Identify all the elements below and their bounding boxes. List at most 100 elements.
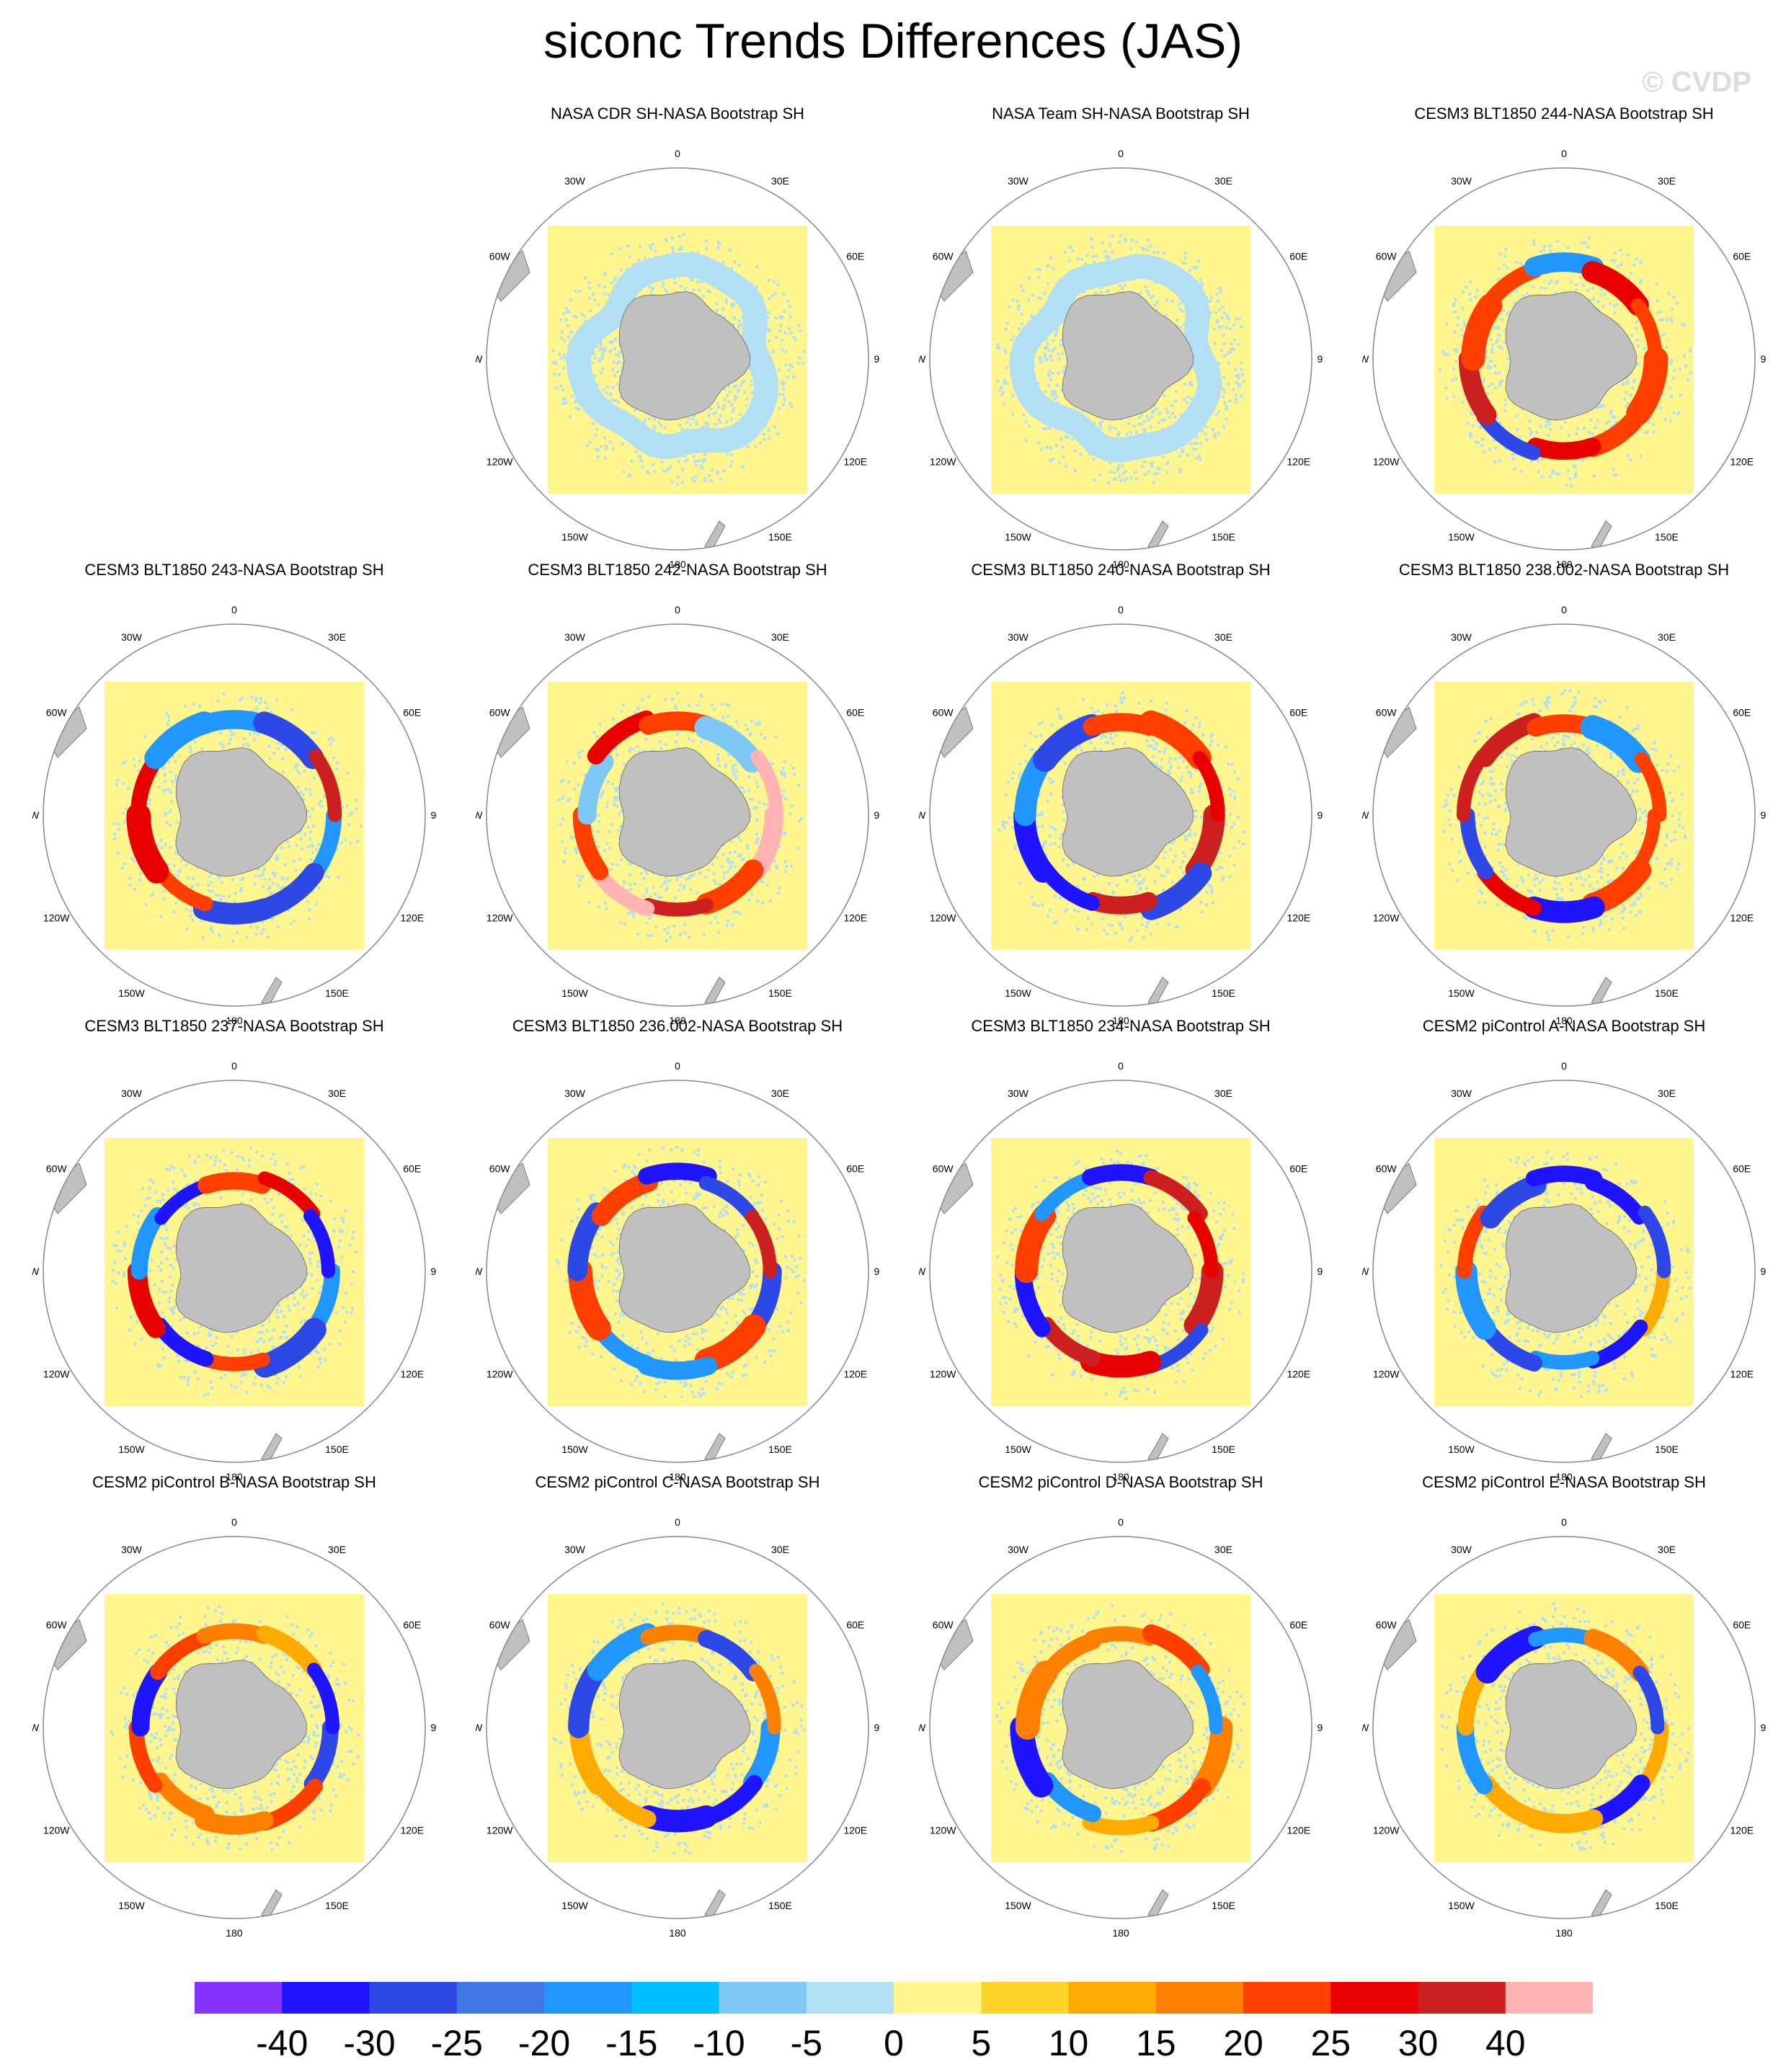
map-panel: CESM2 piControl C-NASA Bootstrap SH 0 30E 6… — [476, 1473, 879, 1949]
longitude-label: 60E — [1733, 251, 1751, 262]
longitude-label: 30E — [1658, 1088, 1676, 1099]
longitude-label: 60W — [489, 251, 511, 262]
longitude-label: 30E — [328, 631, 346, 643]
polar-stereographic-map: 0 30E 60E 90E 120E 150E 180 150W 120W 90W 60W 30W — [476, 1516, 879, 1939]
longitude-label: 150E — [325, 987, 349, 999]
panel-title: CESM2 piControl D-NASA Bootstrap SH — [978, 1473, 1263, 1491]
colorbar-tick-label: -25 — [431, 2023, 483, 2061]
longitude-label: 120E — [843, 456, 867, 468]
longitude-label: 120W — [1373, 912, 1400, 924]
longitude-label: 60W — [1376, 1163, 1398, 1175]
longitude-label: 30W — [1451, 1544, 1472, 1555]
longitude-label: 120E — [1287, 456, 1310, 468]
map-panel: CESM2 piControl D-NASA Bootstrap SH 0 30E 6… — [919, 1473, 1323, 1949]
figure-title: siconc Trends Differences (JAS) — [543, 14, 1243, 68]
longitude-label: 90E — [1318, 1722, 1323, 1733]
longitude-label: 120W — [43, 1369, 70, 1380]
polar-stereographic-map: 0 30E 60E 90E 120E 150E 180 150W 120W 90W 60W 30W — [32, 1060, 436, 1482]
longitude-label: 0 — [1561, 1060, 1567, 1072]
longitude-label: 90E — [874, 1266, 879, 1277]
longitude-label: 120E — [400, 1369, 424, 1380]
longitude-label: 60E — [846, 1619, 864, 1631]
longitude-label: 120W — [930, 1825, 956, 1836]
longitude-label: 60E — [403, 1163, 421, 1175]
longitude-label: 60W — [933, 251, 954, 262]
longitude-label: 120W — [1373, 456, 1400, 468]
longitude-label: 90W — [476, 1266, 483, 1277]
longitude-label: 90E — [1761, 353, 1766, 365]
panel-title: CESM2 piControl B-NASA Bootstrap SH — [92, 1473, 376, 1491]
longitude-label: 90W — [919, 1266, 926, 1277]
longitude-label: 150W — [561, 1444, 588, 1455]
colorbar-swatch — [1418, 1982, 1506, 2014]
longitude-label: 150E — [1655, 1900, 1679, 1911]
longitude-label: 150W — [561, 987, 588, 999]
map-panel: CESM3 BLT1850 238.002-NASA Bootstrap SH 0… — [1362, 561, 1766, 1036]
colorbar-swatch — [544, 1982, 632, 2014]
map-panel: NASA Team SH-NASA Bootstrap SH 0 30E 60E 90E… — [919, 105, 1323, 580]
polar-stereographic-map: 0 30E 60E 90E 120E 150E 180 150W 120W 90W 60W 30W — [476, 604, 879, 1026]
colorbar-swatch — [1330, 1982, 1419, 2014]
longitude-label: 30E — [1214, 1088, 1232, 1099]
longitude-label: 0 — [231, 1060, 237, 1072]
longitude-label: 120E — [843, 1825, 867, 1836]
longitude-label: 60E — [1289, 1619, 1307, 1631]
longitude-label: 90E — [1318, 1266, 1323, 1277]
longitude-label: 120E — [1287, 1825, 1310, 1836]
colorbar-swatch — [1505, 1982, 1593, 2014]
longitude-label: 60W — [489, 707, 511, 719]
longitude-label: 120W — [43, 1825, 70, 1836]
panel-title: NASA Team SH-NASA Bootstrap SH — [992, 105, 1250, 123]
map-panel: CESM3 BLT1850 236.002-NASA Bootstrap SH 0… — [476, 1017, 879, 1493]
colorbar-tick-label: 20 — [1223, 2023, 1263, 2061]
map-panel: CESM2 piControl E-NASA Bootstrap SH 0 30E 6… — [1362, 1473, 1766, 1949]
longitude-label: 90E — [874, 353, 879, 365]
longitude-label: 0 — [1118, 148, 1124, 159]
longitude-label: 0 — [1118, 1060, 1124, 1072]
longitude-label: 60W — [46, 1619, 68, 1631]
longitude-label: 90E — [1318, 809, 1323, 821]
longitude-label: 30W — [1451, 631, 1472, 643]
antarctica-landmass — [618, 291, 751, 421]
longitude-label: 60W — [1376, 251, 1398, 262]
longitude-label: 180 — [1112, 1015, 1129, 1026]
longitude-label: 150W — [561, 1900, 588, 1911]
longitude-label: 90E — [431, 1266, 436, 1277]
colorbar-tick-label: 40 — [1485, 2023, 1526, 2061]
longitude-label: 120W — [1373, 1369, 1400, 1380]
colorbar-tick-label: 10 — [1049, 2023, 1089, 2061]
longitude-label: 180 — [1555, 1927, 1573, 1939]
longitude-label: 60E — [403, 1619, 421, 1631]
longitude-label: 150W — [561, 531, 588, 543]
polar-stereographic-map: 0 30E 60E 90E 120E 150E 180 150W 120W 90W 60W 30W — [919, 1060, 1323, 1482]
longitude-label: 150W — [1448, 987, 1475, 999]
longitude-label: 90E — [1761, 1722, 1766, 1733]
colorbar-tick-label: 25 — [1310, 2023, 1351, 2061]
polar-stereographic-map: 0 30E 60E 90E 120E 150E 180 150W 120W 90W 60W 30W — [476, 148, 879, 570]
longitude-label: 120E — [843, 1369, 867, 1380]
longitude-label: 90E — [1761, 809, 1766, 821]
colorbar-tick-label: 30 — [1398, 2023, 1439, 2061]
longitude-label: 0 — [675, 1060, 680, 1072]
longitude-label: 180 — [669, 1927, 686, 1939]
longitude-label: 30E — [771, 1088, 789, 1099]
colorbar-tick-label: -15 — [605, 2023, 657, 2061]
panel-title: CESM3 BLT1850 234-NASA Bootstrap SH — [971, 1017, 1271, 1035]
colorbar-tick-label: -20 — [518, 2023, 570, 2061]
longitude-label: 90W — [1362, 1266, 1369, 1277]
antarctica-landmass — [1062, 747, 1194, 877]
longitude-label: 150E — [1655, 531, 1679, 543]
colorbar-tick-label: -10 — [693, 2023, 745, 2061]
longitude-label: 30W — [564, 175, 586, 187]
colorbar-swatch — [1155, 1982, 1244, 2014]
longitude-label: 180 — [669, 1015, 686, 1026]
colorbar-swatch — [369, 1982, 458, 2014]
longitude-label: 60W — [933, 1163, 954, 1175]
longitude-label: 30W — [1451, 1088, 1472, 1099]
longitude-label: 120E — [1730, 1369, 1754, 1380]
antarctica-landmass — [1505, 1660, 1638, 1789]
antarctica-landmass — [1505, 291, 1638, 421]
longitude-label: 0 — [675, 604, 680, 615]
antarctica-landmass — [1505, 747, 1638, 877]
longitude-label: 150W — [1448, 1444, 1475, 1455]
